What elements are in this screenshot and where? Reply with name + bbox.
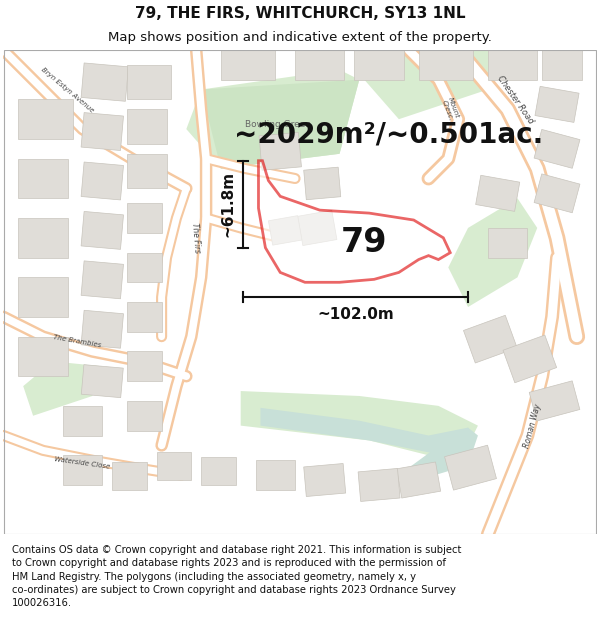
Polygon shape [81,211,124,249]
Polygon shape [81,112,124,151]
Text: Contains OS data © Crown copyright and database right 2021. This information is : Contains OS data © Crown copyright and d… [12,545,461,608]
Polygon shape [419,45,473,79]
Polygon shape [463,315,517,363]
Text: Bowling Green: Bowling Green [245,119,311,129]
Polygon shape [260,408,473,453]
Polygon shape [127,401,161,431]
Polygon shape [201,458,236,485]
Polygon shape [157,452,191,480]
Polygon shape [397,462,440,498]
Polygon shape [127,109,167,144]
Polygon shape [18,159,68,198]
Polygon shape [82,364,123,398]
Polygon shape [304,464,346,496]
Polygon shape [241,391,478,455]
Polygon shape [18,218,68,258]
Polygon shape [112,462,147,490]
Polygon shape [534,129,580,168]
Polygon shape [127,154,167,188]
Text: Map shows position and indicative extent of the property.: Map shows position and indicative extent… [108,31,492,44]
Polygon shape [127,351,161,381]
Polygon shape [534,174,580,213]
Polygon shape [18,337,68,376]
Polygon shape [18,99,73,139]
Polygon shape [542,50,582,79]
Polygon shape [81,63,128,101]
Polygon shape [127,253,161,282]
Text: ~102.0m: ~102.0m [317,308,394,322]
Polygon shape [187,70,359,169]
Polygon shape [81,261,124,299]
Text: Waterside Close: Waterside Close [54,456,111,470]
Polygon shape [127,65,172,99]
Polygon shape [63,406,102,436]
Polygon shape [259,132,301,170]
Polygon shape [304,167,341,200]
Text: 79, THE FIRS, WHITCHURCH, SY13 1NL: 79, THE FIRS, WHITCHURCH, SY13 1NL [135,6,465,21]
Polygon shape [63,455,102,485]
Text: ~2029m²/~0.501ac.: ~2029m²/~0.501ac. [235,120,544,148]
Polygon shape [18,278,68,317]
Text: The Firs: The Firs [190,222,202,253]
Polygon shape [295,50,344,79]
Polygon shape [503,335,557,382]
Polygon shape [23,361,102,416]
Text: Mount
Cresc.: Mount Cresc. [440,97,460,122]
Polygon shape [81,310,124,348]
Polygon shape [476,175,520,211]
Polygon shape [81,162,124,200]
Text: Bryn Estyn Avenue: Bryn Estyn Avenue [40,66,95,113]
Polygon shape [201,79,359,169]
Text: 79: 79 [341,226,388,259]
Text: Roman Way: Roman Way [522,402,542,449]
Polygon shape [448,198,537,307]
Polygon shape [256,460,295,490]
Polygon shape [488,50,537,79]
Text: Chester Road: Chester Road [496,74,535,125]
Polygon shape [358,469,400,501]
Text: The Brambles: The Brambles [53,334,102,349]
Polygon shape [445,445,496,490]
Polygon shape [535,86,579,123]
Bar [4,51,596,534]
Polygon shape [127,302,161,332]
Polygon shape [268,216,302,245]
Polygon shape [127,203,161,233]
Polygon shape [529,381,580,421]
Polygon shape [298,211,337,246]
Text: ~61.8m: ~61.8m [220,171,235,238]
Polygon shape [364,50,508,119]
Polygon shape [221,45,275,79]
Polygon shape [488,228,527,258]
Polygon shape [355,50,404,79]
Polygon shape [399,428,478,480]
Polygon shape [259,161,450,282]
